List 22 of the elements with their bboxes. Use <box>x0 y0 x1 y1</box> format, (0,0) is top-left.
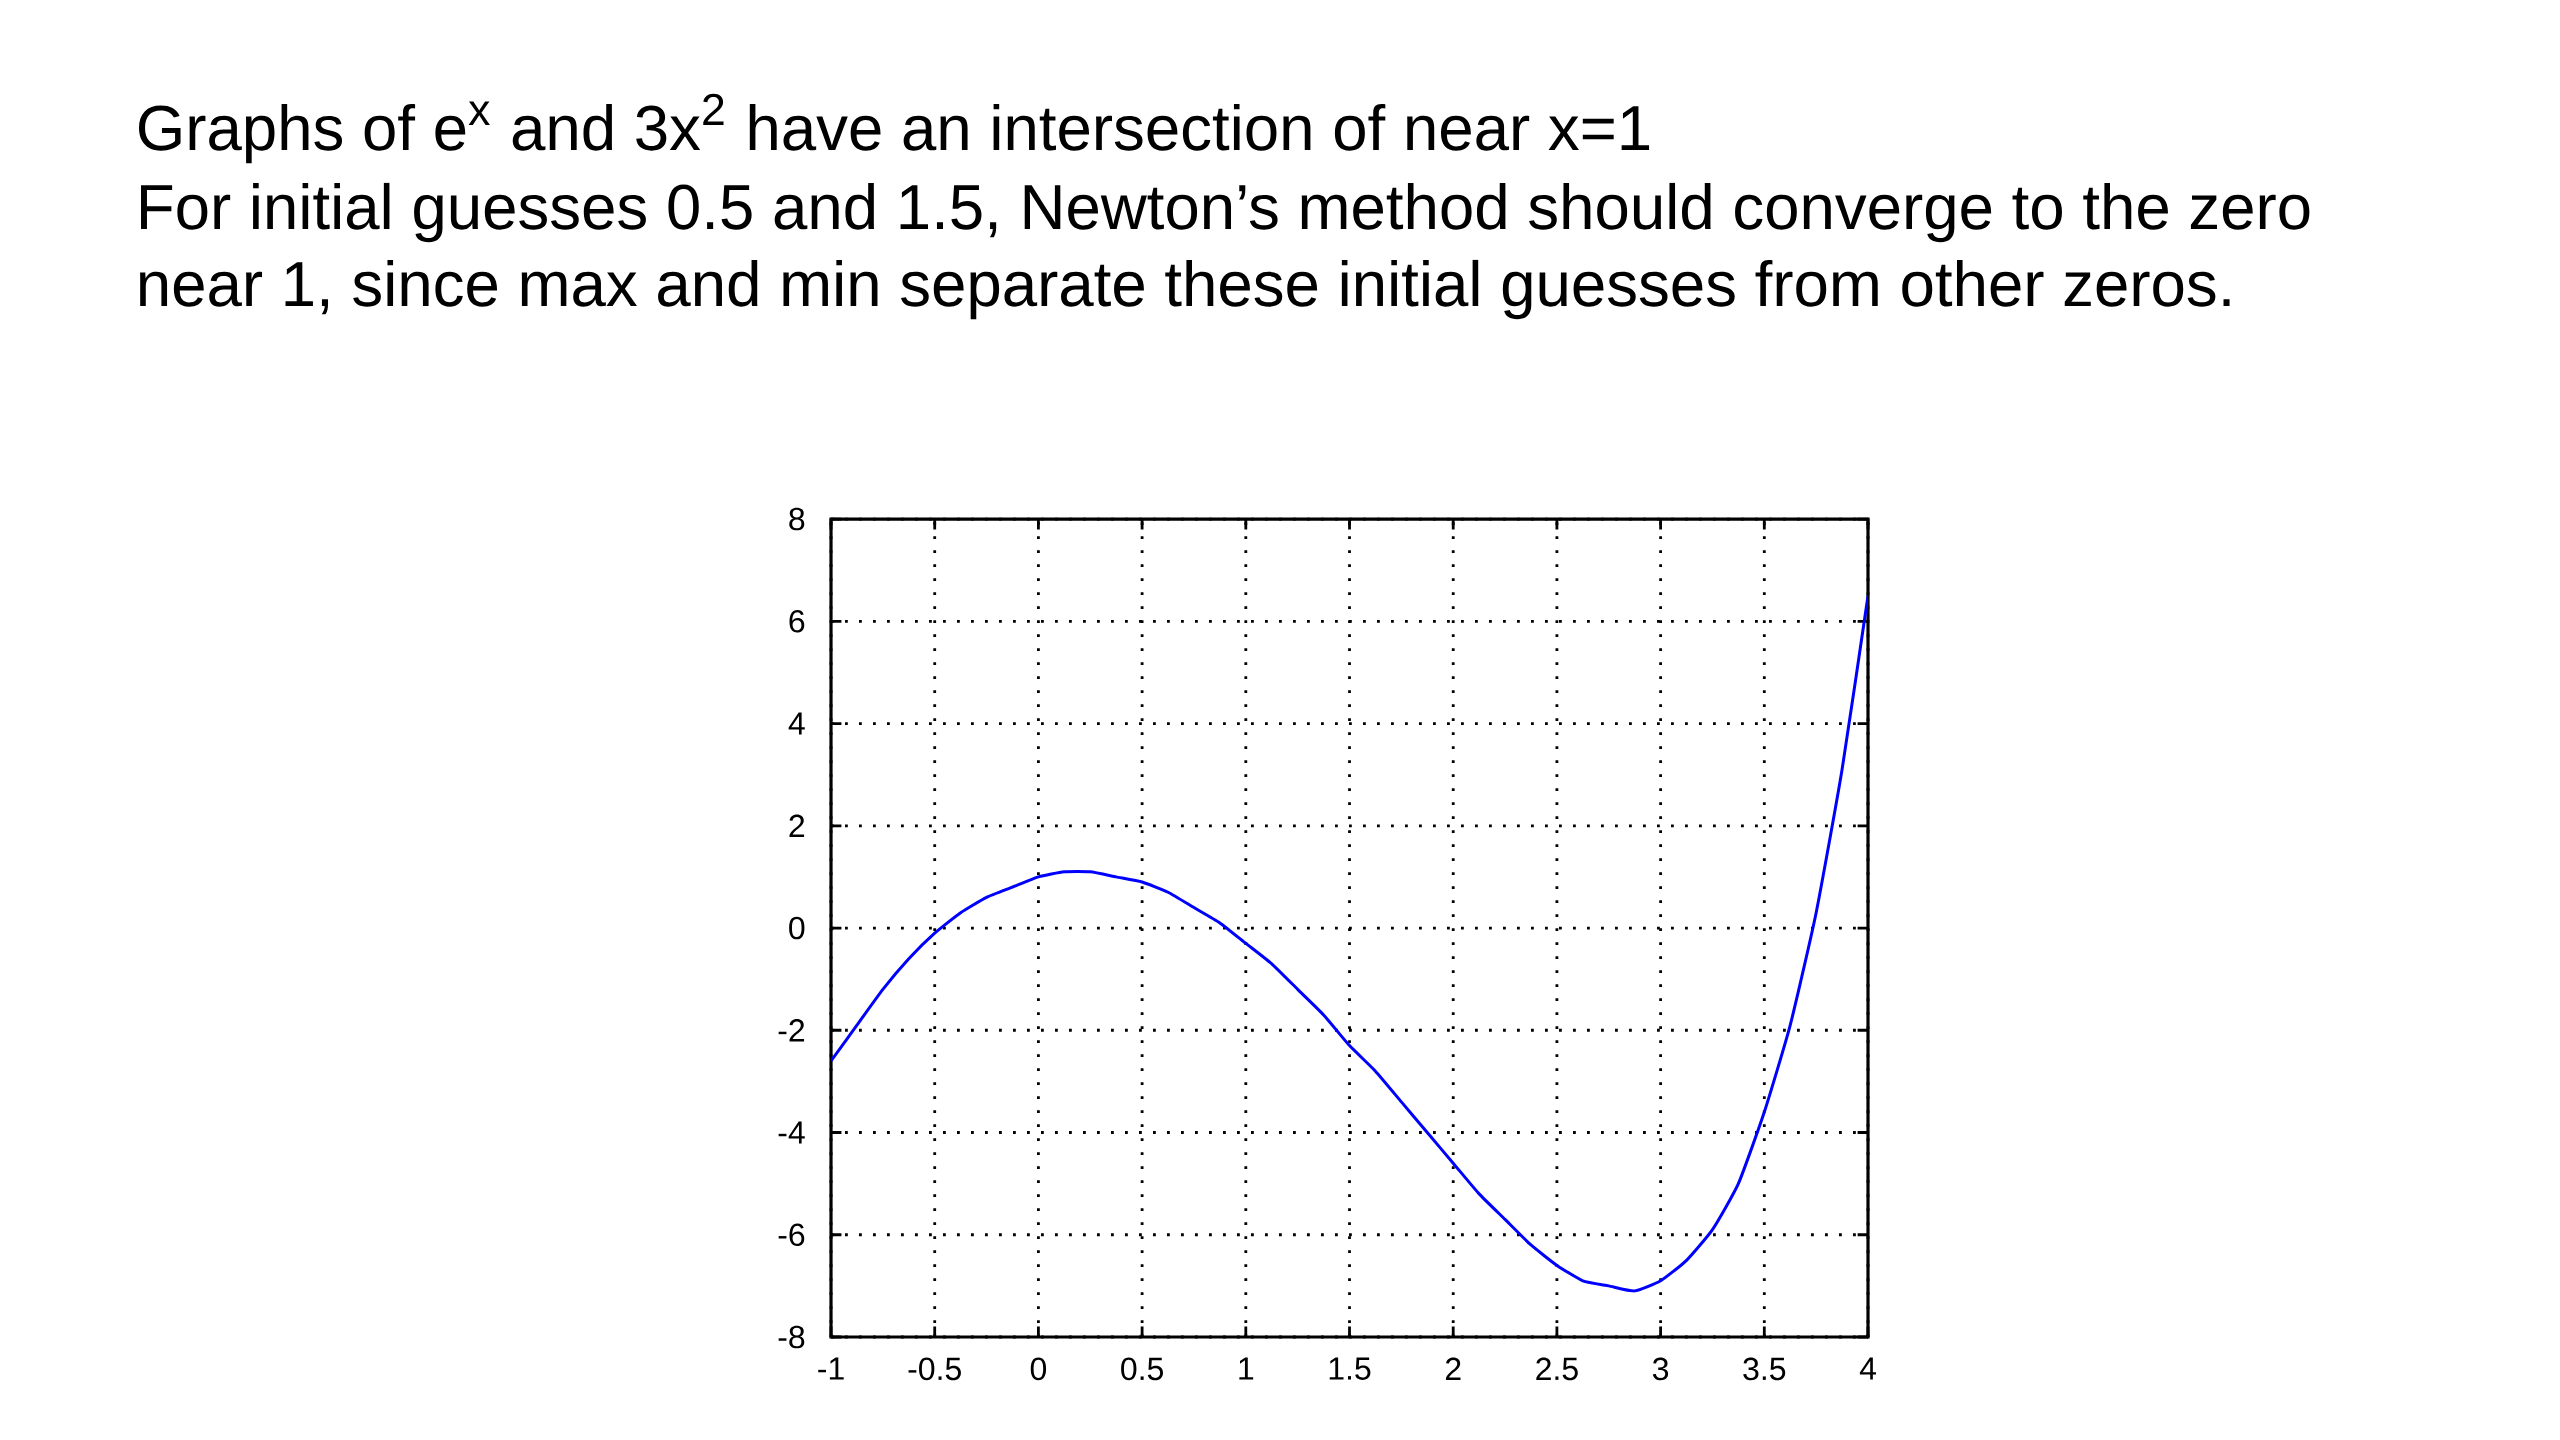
chart-title: Graphs of e$^{x}$ and 3x$^{2}$ have an intersection of near x=1 <box>139 93 1650 164</box>
y-tick-label: -6 <box>778 1223 805 1247</box>
x-tick-label: 2.5 <box>1536 1357 1578 1381</box>
y-tick-label: 0 <box>789 916 805 940</box>
y-tick-label: -4 <box>778 1121 805 1144</box>
y-tick-label: 2 <box>789 814 805 837</box>
x-tick-label: 4 <box>1859 1357 1876 1380</box>
y-tick-label: -2 <box>778 1019 805 1042</box>
y-tick-label: 6 <box>789 609 805 633</box>
y-tick-label: -8 <box>778 1325 805 1349</box>
x-tick-label: 1.5 <box>1329 1357 1371 1380</box>
x-tick-label: 1 <box>1239 1357 1254 1380</box>
y-tick-label: 8 <box>789 507 805 531</box>
x-tick-label: 2 <box>1445 1357 1461 1380</box>
y-tick-label: 4 <box>788 712 805 735</box>
x-tick-label: 3 <box>1652 1357 1669 1381</box>
x-tick-label: -1 <box>818 1357 844 1380</box>
x-tick-label: 0.5 <box>1121 1357 1163 1381</box>
x-tick-label: -0.5 <box>908 1357 961 1381</box>
chart-subtitle: For initial guesses 0.5 and 1.5, Newton’s method should converge to the zero near 1, since max and min separate these initial guesses from other zeros. <box>140 182 2310 320</box>
x-tick-label: 3.5 <box>1743 1357 1786 1381</box>
x-tick-label: 0 <box>1030 1357 1047 1381</box>
